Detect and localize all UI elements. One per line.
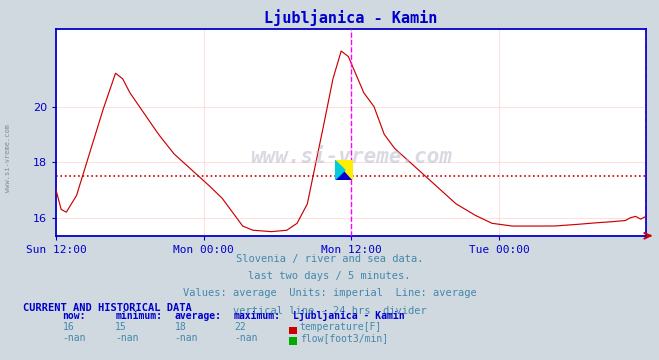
Text: minimum:: minimum: xyxy=(115,311,162,321)
Text: 18: 18 xyxy=(175,322,186,332)
Polygon shape xyxy=(335,160,353,180)
Text: www.si-vreme.com: www.si-vreme.com xyxy=(5,125,11,192)
Text: Slovenia / river and sea data.: Slovenia / river and sea data. xyxy=(236,254,423,264)
Text: Ljubljanica - Kamin: Ljubljanica - Kamin xyxy=(293,310,405,321)
Text: temperature[F]: temperature[F] xyxy=(300,322,382,332)
Text: -nan: -nan xyxy=(115,333,139,343)
Text: vertical line - 24 hrs  divider: vertical line - 24 hrs divider xyxy=(233,306,426,316)
Text: -nan: -nan xyxy=(234,333,258,343)
Text: flow[foot3/min]: flow[foot3/min] xyxy=(300,333,388,343)
Text: last two days / 5 minutes.: last two days / 5 minutes. xyxy=(248,271,411,281)
Text: 22: 22 xyxy=(234,322,246,332)
Polygon shape xyxy=(335,160,345,180)
Text: average:: average: xyxy=(175,311,221,321)
Text: 16: 16 xyxy=(63,322,74,332)
Text: -nan: -nan xyxy=(175,333,198,343)
Text: now:: now: xyxy=(63,311,86,321)
Title: Ljubljanica - Kamin: Ljubljanica - Kamin xyxy=(264,9,438,26)
Text: maximum:: maximum: xyxy=(234,311,281,321)
Text: -nan: -nan xyxy=(63,333,86,343)
Text: Values: average  Units: imperial  Line: average: Values: average Units: imperial Line: av… xyxy=(183,288,476,298)
Polygon shape xyxy=(335,160,353,180)
Text: CURRENT AND HISTORICAL DATA: CURRENT AND HISTORICAL DATA xyxy=(23,303,192,313)
Text: www.si-vreme.com: www.si-vreme.com xyxy=(250,147,452,167)
Text: 15: 15 xyxy=(115,322,127,332)
